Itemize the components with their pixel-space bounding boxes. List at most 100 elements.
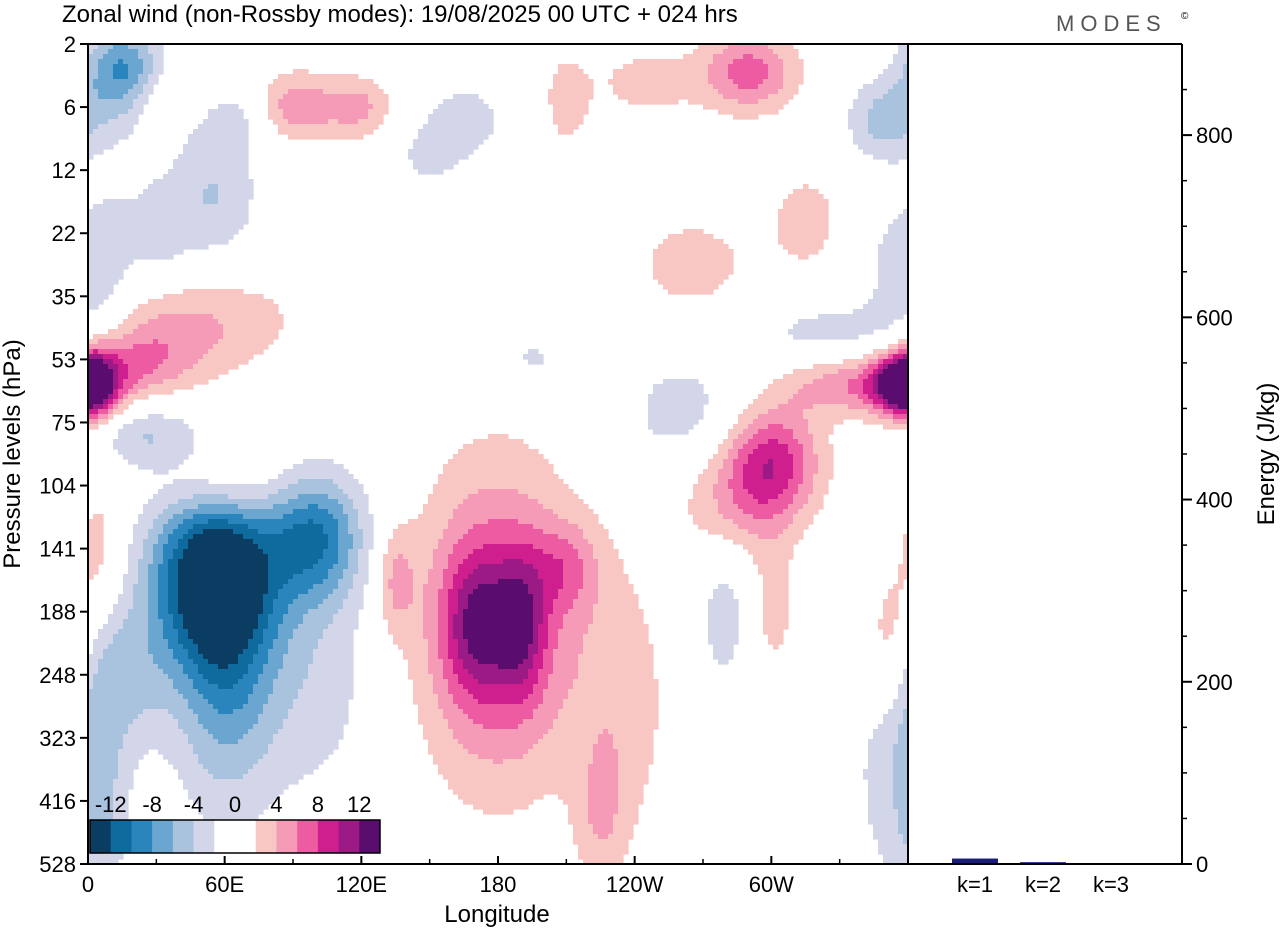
heatmap-cell xyxy=(233,489,239,495)
heatmap-cell xyxy=(483,494,489,500)
heatmap-cell xyxy=(638,84,644,90)
heatmap-cell xyxy=(178,314,184,320)
heatmap-cell xyxy=(113,49,119,55)
heatmap-cell xyxy=(143,439,149,445)
heatmap-cell xyxy=(733,54,739,60)
heatmap-cell xyxy=(793,434,799,440)
heatmap-cell xyxy=(108,354,114,360)
heatmap-cell xyxy=(308,129,314,135)
heatmap-cell xyxy=(133,394,139,400)
heatmap-cell xyxy=(688,404,694,410)
heatmap-cell xyxy=(778,389,784,395)
heatmap-cell xyxy=(213,314,219,320)
heatmap-cell xyxy=(108,74,114,80)
heatmap-cell xyxy=(108,214,114,220)
heatmap-cell xyxy=(443,479,449,485)
heatmap-cell xyxy=(208,184,214,190)
heatmap-cell xyxy=(453,109,459,115)
heatmap-cell xyxy=(348,99,354,105)
heatmap-cell xyxy=(128,314,134,320)
heatmap-cell xyxy=(718,474,724,480)
heatmap-cell xyxy=(328,494,334,500)
heatmap-cell xyxy=(553,79,559,85)
heatmap-cell xyxy=(813,474,819,480)
heatmap-cell xyxy=(893,264,899,270)
heatmap-cell xyxy=(808,404,814,410)
heatmap-cell xyxy=(128,259,134,265)
heatmap-cell xyxy=(93,139,99,145)
heatmap-cell xyxy=(148,189,154,195)
heatmap-cell xyxy=(803,489,809,495)
heatmap-cell xyxy=(733,59,739,65)
heatmap-cell xyxy=(513,459,519,465)
heatmap-cell xyxy=(118,254,124,260)
heatmap-cell xyxy=(898,124,904,130)
heatmap-cell xyxy=(868,359,874,365)
heatmap-cell xyxy=(718,499,724,505)
heatmap-cell xyxy=(238,294,244,300)
heatmap-cell xyxy=(708,59,714,65)
heatmap-cell xyxy=(888,299,894,305)
heatmap-cell xyxy=(758,434,764,440)
heatmap-cell xyxy=(203,319,209,325)
heatmap-cell xyxy=(668,69,674,75)
heatmap-cell xyxy=(763,79,769,85)
heatmap-cell xyxy=(368,79,374,85)
heatmap-cell xyxy=(178,384,184,390)
heatmap-cell xyxy=(578,69,584,75)
heatmap-cell xyxy=(758,424,764,430)
heatmap-cell xyxy=(148,249,154,255)
heatmap-cell xyxy=(683,269,689,275)
heatmap-cell xyxy=(898,139,904,145)
heatmap-cell xyxy=(193,189,199,195)
heatmap-cell xyxy=(103,209,109,215)
heatmap-cell xyxy=(683,384,689,390)
heatmap-cell xyxy=(673,419,679,425)
heatmap-cell xyxy=(203,504,209,510)
heatmap-cell xyxy=(173,324,179,330)
heatmap-cell xyxy=(218,204,224,210)
heatmap-cell xyxy=(88,89,94,95)
heatmap-cell xyxy=(683,414,689,420)
heatmap-cell xyxy=(773,74,779,80)
heatmap-cell xyxy=(888,394,894,400)
heatmap-cell xyxy=(783,204,789,210)
heatmap-cell xyxy=(298,94,304,100)
heatmap-cell xyxy=(473,144,479,150)
heatmap-cell xyxy=(843,414,849,420)
heatmap-cell xyxy=(723,459,729,465)
heatmap-cell xyxy=(273,79,279,85)
heatmap-cell xyxy=(158,454,164,460)
heatmap-cell xyxy=(348,504,354,510)
heatmap-cell xyxy=(88,289,94,295)
heatmap-cell xyxy=(263,514,269,520)
heatmap-cell xyxy=(158,304,164,310)
heatmap-cell xyxy=(178,419,184,425)
heatmap-cell xyxy=(883,409,889,415)
heatmap-cell xyxy=(668,399,674,405)
heatmap-cell xyxy=(378,119,384,125)
heatmap-cell xyxy=(888,259,894,265)
heatmap-cell xyxy=(273,494,279,500)
heatmap-cell xyxy=(678,259,684,265)
heatmap-cell xyxy=(813,469,819,475)
heatmap-cell xyxy=(118,134,124,140)
heatmap-cell xyxy=(588,79,594,85)
heatmap-cell xyxy=(113,359,119,365)
heatmap-cell xyxy=(898,424,904,430)
heatmap-cell xyxy=(873,359,879,365)
heatmap-cell xyxy=(98,84,104,90)
heatmap-cell xyxy=(528,484,534,490)
heatmap-cell xyxy=(778,409,784,415)
heatmap-cell xyxy=(798,474,804,480)
heatmap-cell xyxy=(88,274,94,280)
heatmap-cell xyxy=(103,134,109,140)
heatmap-cell xyxy=(333,464,339,470)
brand-logo: MODES xyxy=(1056,11,1167,36)
heatmap-cell xyxy=(503,449,509,455)
heatmap-cell xyxy=(748,489,754,495)
heatmap-cell xyxy=(158,459,164,465)
heatmap-cell xyxy=(843,364,849,370)
heatmap-cell xyxy=(873,314,879,320)
heatmap-cell xyxy=(263,324,269,330)
